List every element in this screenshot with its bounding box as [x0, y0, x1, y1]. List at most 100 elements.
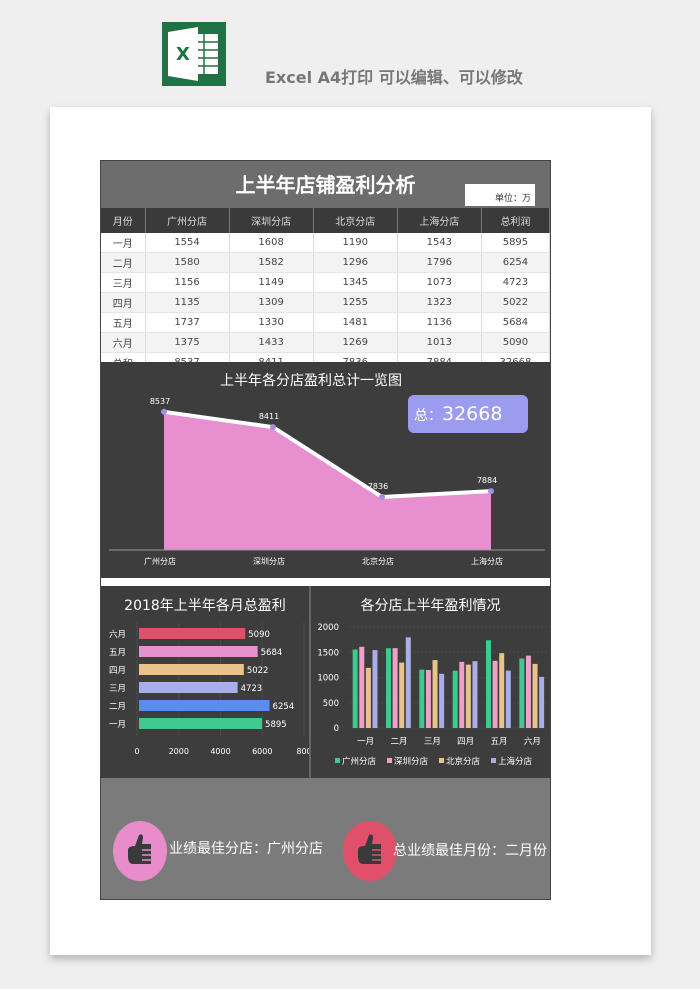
table-cell: 1580 — [145, 252, 230, 273]
table-header: 月份 广州分店 深圳分店 北京分店 上海分店 总利润 — [101, 208, 551, 233]
column-bar — [425, 669, 431, 728]
monthly-bar-panel: 2018年上半年各月总盈利 0 2000 4000 6000 800 5895 一月 6254… — [101, 586, 311, 778]
column-bar — [352, 649, 358, 728]
x-tick-label: 六月 — [524, 736, 541, 747]
unit-label: 单位：万 — [465, 184, 535, 206]
legend-label: 上海分店 — [498, 756, 533, 767]
table-cell: 4723 — [481, 272, 551, 293]
column-bar — [405, 637, 411, 728]
area-chart-title: 上半年各分店盈利总计一览图 — [220, 373, 402, 389]
legend-swatch — [335, 758, 340, 763]
table-cell: 1255 — [313, 292, 398, 313]
y-tick-label: 六月 — [109, 629, 126, 640]
area-fill — [164, 411, 491, 550]
column-bar — [432, 660, 438, 728]
table-cell: 1481 — [313, 312, 398, 333]
award-badge-month — [343, 821, 397, 881]
data-label: 5090 — [248, 630, 270, 640]
legend-label: 广州分店 — [342, 756, 377, 767]
column-bar — [465, 664, 471, 728]
y-tick-label: 五月 — [109, 648, 126, 658]
column-bar — [532, 663, 538, 728]
y-tick-label: 1000 — [317, 674, 339, 684]
table-cell: 1296 — [313, 252, 398, 273]
area-chart-panel: 上半年各分店盈利总计一览图 8537 广州分店 8411 深圳分店 7836 北京分店 78… — [101, 362, 550, 578]
table-cell: 1135 — [145, 292, 230, 313]
column-header: 上海分店 — [397, 208, 482, 233]
table-row: 六月 1375 1433 1269 1013 5090 — [101, 332, 551, 353]
column-bar — [525, 655, 531, 728]
table-cell: 1190 — [313, 233, 398, 253]
x-tick-label: 二月 — [390, 737, 407, 747]
legend-label: 北京分店 — [446, 756, 481, 767]
x-tick-label: 深圳分店 — [253, 556, 285, 566]
y-tick-label: 2000 — [317, 623, 339, 633]
column-bar — [365, 667, 371, 728]
table-cell: 1323 — [397, 292, 482, 313]
award-badge-store — [113, 821, 167, 881]
bar — [139, 682, 238, 693]
table-cell: 1737 — [145, 312, 230, 333]
table-cell: 1149 — [229, 272, 314, 293]
column-bar — [386, 648, 391, 728]
data-point — [270, 424, 276, 431]
bar — [139, 700, 270, 711]
data-point — [488, 488, 494, 495]
column-chart-title: 各分店上半年盈利情况 — [360, 598, 501, 614]
y-tick-label: 500 — [323, 699, 339, 709]
total-label: 总： — [414, 408, 442, 424]
store-column-panel: 各分店上半年盈利情况 0 500 1000 1500 2000 一月 二月 三月 四月 五月 六月广… — [311, 586, 550, 778]
table-cell: 5684 — [481, 312, 551, 333]
excel-logo: X — [162, 22, 226, 86]
x-tick-label: 0 — [134, 747, 139, 756]
table-row: 二月 1580 1582 1296 1796 6254 — [101, 252, 551, 273]
data-label: 8537 — [150, 397, 170, 406]
y-tick-label: 三月 — [109, 684, 126, 694]
data-label: 5684 — [261, 648, 283, 658]
awards-panel: 业绩最佳分店：广州分店 总业绩最佳月份：二月份 — [101, 778, 550, 899]
y-tick-label: 一月 — [109, 720, 126, 730]
table-row: 三月 1156 1149 1345 1073 4723 — [101, 272, 551, 293]
column-bar — [439, 673, 445, 728]
monthly-bar-chart: 0 2000 4000 6000 800 5895 一月 6254 二月 4723 三月 5022 四月… — [109, 622, 309, 756]
award-best-store: 业绩最佳分店：广州分店 — [169, 841, 323, 857]
data-point — [161, 408, 167, 415]
table-cell: 6254 — [481, 252, 551, 273]
column-header: 月份 — [101, 208, 146, 233]
table-cell: 四月 — [101, 292, 146, 313]
column-bar — [372, 650, 378, 728]
column-bar — [459, 661, 465, 728]
y-tick-label: 0 — [334, 724, 339, 734]
column-bar — [519, 658, 525, 728]
table-cell: 1554 — [145, 233, 230, 253]
data-label: 7836 — [368, 482, 388, 491]
bar — [139, 646, 258, 657]
table-cell: 1433 — [229, 332, 314, 353]
x-tick-label: 2000 — [169, 747, 189, 756]
thumbs-up-icon — [355, 832, 385, 870]
column-bar — [419, 669, 425, 728]
x-tick-label: 广州分店 — [144, 556, 176, 566]
x-tick-label: 北京分店 — [362, 556, 394, 566]
table-cell: 1013 — [397, 332, 482, 353]
data-label: 8411 — [259, 412, 279, 421]
column-bar — [499, 653, 505, 728]
y-tick-label: 四月 — [109, 666, 126, 676]
thumbs-up-icon — [125, 832, 155, 870]
bar — [139, 718, 263, 729]
column-header: 北京分店 — [313, 208, 398, 233]
bar — [139, 664, 244, 675]
data-label: 6254 — [273, 702, 295, 712]
table-cell: 1073 — [397, 272, 482, 293]
x-tick-label: 4000 — [210, 747, 230, 756]
table-cell: 1136 — [397, 312, 482, 333]
area-line — [163, 409, 492, 500]
column-bar — [392, 648, 398, 728]
y-tick-label: 1500 — [317, 648, 339, 658]
x-tick-label: 6000 — [252, 747, 272, 756]
table-cell: 5895 — [481, 233, 551, 253]
total-badge: 总：32668 — [408, 395, 528, 433]
column-bar — [539, 676, 545, 728]
table-cell: 五月 — [101, 312, 146, 333]
